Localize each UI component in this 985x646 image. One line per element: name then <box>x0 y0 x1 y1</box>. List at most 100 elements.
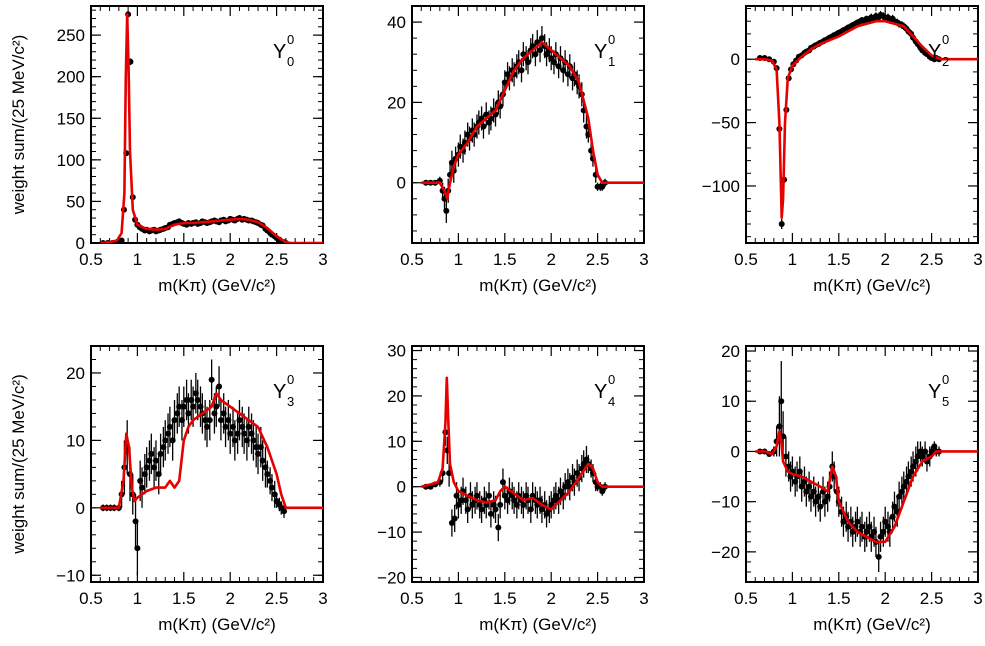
data-point <box>863 528 870 535</box>
x-tick-label: 2 <box>546 589 555 608</box>
y-tick-label: 0 <box>397 478 406 497</box>
x-axis-title: m(Kπ) (GeV/c²) <box>813 276 931 295</box>
data-point <box>497 501 504 508</box>
data-point <box>896 493 903 500</box>
x-tick-label: 1 <box>788 589 797 608</box>
y-axis-title: weight sum/(25 MeV/c²) <box>9 374 28 555</box>
plot-frame <box>411 345 645 583</box>
data-point <box>492 506 499 513</box>
data-point <box>812 498 819 505</box>
data-point <box>840 518 847 525</box>
data-point <box>152 457 159 464</box>
data-point <box>821 498 828 505</box>
y-tick-label: 20 <box>387 93 406 112</box>
plot-content <box>100 10 323 243</box>
panel-label: Y <box>594 41 607 63</box>
x-tick-label: 1.5 <box>827 589 851 608</box>
data-point <box>190 403 197 410</box>
data-point <box>222 423 229 430</box>
data-point <box>914 453 921 460</box>
data-point <box>216 383 223 390</box>
data-point <box>817 503 824 510</box>
data-point <box>520 501 527 508</box>
data-point <box>451 515 458 522</box>
data-point <box>176 403 183 410</box>
x-tick-label: 2.5 <box>586 589 610 608</box>
y-tick-label: 30 <box>387 342 406 361</box>
data-point <box>469 501 476 508</box>
y-tick-label: 250 <box>57 26 85 45</box>
x-tick-label: 0.5 <box>400 250 424 269</box>
y-tick-label: 200 <box>57 68 85 87</box>
x-tick-label: 1 <box>133 589 142 608</box>
data-point <box>204 423 210 430</box>
x-tick-label: 0.5 <box>79 589 103 608</box>
data-point <box>877 533 884 540</box>
data-point <box>518 67 525 74</box>
data-point <box>213 403 220 410</box>
data-point <box>217 417 224 424</box>
data-point <box>166 423 173 430</box>
x-tick-label: 1 <box>133 250 142 269</box>
data-point <box>501 79 508 86</box>
data-point <box>268 484 275 491</box>
data-point <box>473 492 480 499</box>
data-point <box>562 483 569 490</box>
y-tick-label: 10 <box>721 392 740 411</box>
fit-curve <box>755 19 978 219</box>
x-tick-label: 2 <box>880 250 889 269</box>
x-axis-title: m(Kπ) (GeV/c²) <box>813 615 931 634</box>
data-point <box>455 501 462 508</box>
data-point <box>845 523 852 530</box>
panel-label-superscript: 0 <box>942 372 949 387</box>
data-point <box>478 506 485 513</box>
data-point <box>495 524 502 531</box>
data-point <box>231 437 238 444</box>
data-point <box>580 461 587 467</box>
y-tick-label: 20 <box>721 342 740 361</box>
y-tick-label: −10 <box>56 566 85 585</box>
data-point <box>807 493 814 500</box>
y-tick-label: 100 <box>57 151 85 170</box>
y-tick-label: −100 <box>702 177 740 196</box>
x-tick-label: 2 <box>225 250 234 269</box>
data-point <box>798 483 805 490</box>
y-tick-label: −10 <box>377 523 406 542</box>
data-point <box>557 488 564 495</box>
y-tick-label: −10 <box>711 493 740 512</box>
y-tick-label: 10 <box>66 431 85 450</box>
data-point <box>157 450 164 457</box>
panel-label-superscript: 0 <box>608 372 615 387</box>
chart-panel-3: 0.5 1 1.5 2 2.5 3 −10 0 10 20 m(Kπ) (GeV/c²) weight… <box>9 345 328 634</box>
x-tick-label: 3 <box>639 250 648 269</box>
x-tick-label: 1.5 <box>493 250 517 269</box>
plot-frame <box>745 345 979 583</box>
panel-label-subscript: 5 <box>942 394 949 409</box>
data-point <box>171 417 178 424</box>
y-tick-label: 150 <box>57 109 85 128</box>
plot-frame <box>90 5 324 244</box>
plot-content <box>100 359 323 576</box>
data-point <box>180 403 187 410</box>
data-point <box>162 437 169 444</box>
panel-label-superscript: 0 <box>287 32 294 47</box>
x-tick-label: 1.5 <box>827 250 851 269</box>
x-tick-label: 2.5 <box>920 250 944 269</box>
data-point <box>849 528 856 535</box>
data-point <box>134 545 141 552</box>
x-tick-label: 0.5 <box>400 589 424 608</box>
plot-frame <box>745 5 979 244</box>
x-axis-title: m(Kπ) (GeV/c²) <box>479 276 597 295</box>
data-point <box>778 220 785 227</box>
data-point <box>208 376 215 383</box>
x-tick-label: 0.5 <box>734 250 758 269</box>
panel-label-subscript: 2 <box>942 54 949 69</box>
x-tick-label: 1 <box>788 250 797 269</box>
data-point <box>525 59 531 66</box>
data-point <box>543 510 550 517</box>
data-point <box>143 464 150 471</box>
data-point <box>448 520 455 526</box>
x-tick-label: 1 <box>454 250 463 269</box>
